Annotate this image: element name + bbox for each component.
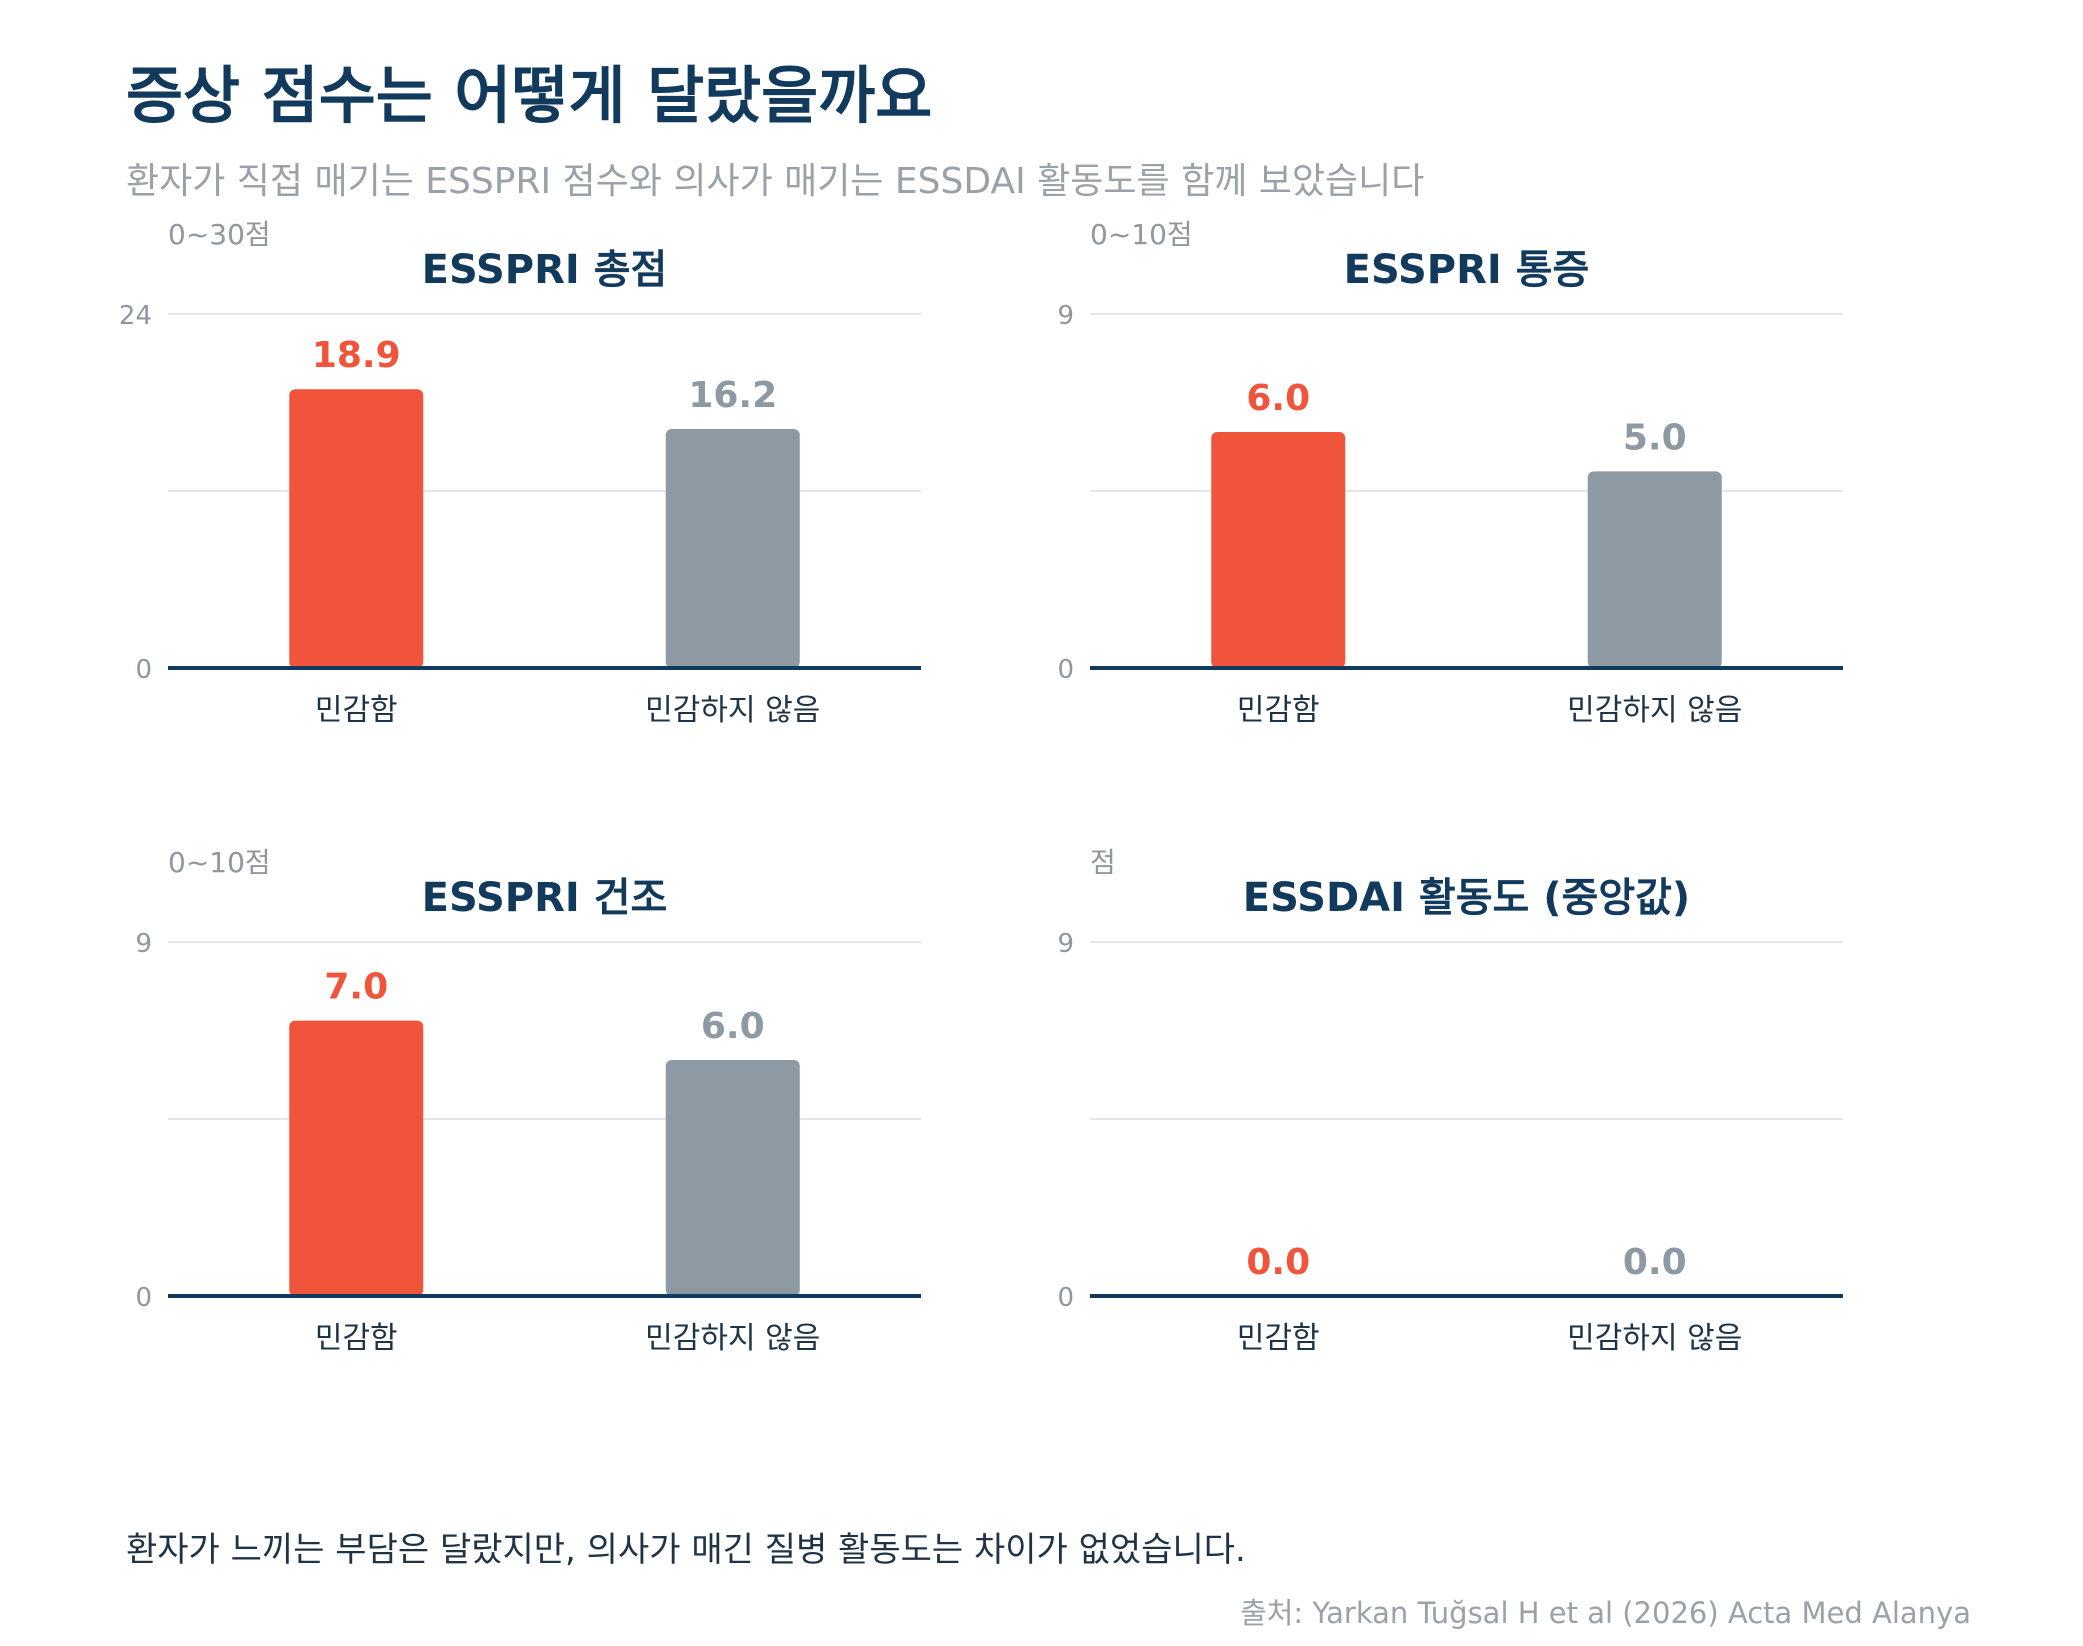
- y-tick-label: 0: [1057, 655, 1074, 685]
- value-label: 0.0: [1246, 1242, 1310, 1283]
- y-tick-label: 24: [119, 301, 152, 331]
- category-label: 민감함: [315, 1321, 398, 1356]
- value-label: 0.0: [1623, 1242, 1687, 1283]
- value-label: 18.9: [312, 335, 401, 376]
- bar-not-sensitive: [665, 429, 800, 668]
- category-label: 민감함: [1237, 1321, 1320, 1356]
- value-label: 6.0: [701, 1006, 765, 1047]
- value-label: 7.0: [324, 967, 388, 1008]
- panel-title: ESSPRI 건조: [422, 875, 668, 921]
- page-title: 증상 점수는 어떻게 달랐을까요: [126, 59, 933, 132]
- y-tick-label: 0: [135, 1283, 152, 1313]
- unit-label: 0~30점: [168, 218, 271, 251]
- y-tick-label: 0: [135, 655, 152, 685]
- y-tick-label: 9: [1057, 929, 1074, 959]
- panel-title: ESSDAI 활동도 (중앙값): [1243, 875, 1690, 921]
- footer-note: 환자가 느끼는 부담은 달랐지만, 의사가 매긴 질병 활동도는 차이가 없었습…: [126, 1530, 1246, 1570]
- bar-sensitive: [289, 389, 424, 668]
- bar-not-sensitive: [665, 1060, 800, 1296]
- value-label: 16.2: [688, 375, 777, 416]
- value-label: 5.0: [1623, 417, 1687, 458]
- category-label: 민감함: [1237, 693, 1320, 728]
- unit-label: 0~10점: [1090, 218, 1193, 251]
- panel-title: ESSPRI 통증: [1344, 247, 1590, 293]
- category-label: 민감하지 않음: [645, 1321, 820, 1356]
- category-label: 민감함: [315, 693, 398, 728]
- unit-label: 0~10점: [168, 846, 271, 879]
- y-tick-label: 9: [135, 929, 152, 959]
- y-tick-label: 0: [1057, 1283, 1074, 1313]
- source-credit: 출처: Yarkan Tuğsal H et al (2026) Acta Me…: [1240, 1596, 1971, 1630]
- category-label: 민감하지 않음: [1567, 1321, 1742, 1356]
- bar-sensitive: [289, 1020, 424, 1296]
- unit-label: 점: [1090, 846, 1116, 879]
- bar-not-sensitive: [1587, 471, 1722, 668]
- bar-sensitive: [1211, 432, 1346, 668]
- page-subtitle: 환자가 직접 매기는 ESSPRI 점수와 의사가 매기는 ESSDAI 활동도…: [126, 161, 1425, 202]
- y-tick-label: 9: [1057, 301, 1074, 331]
- panel-title: ESSPRI 총점: [422, 247, 668, 293]
- category-label: 민감하지 않음: [645, 693, 820, 728]
- value-label: 6.0: [1246, 378, 1310, 419]
- category-label: 민감하지 않음: [1567, 693, 1742, 728]
